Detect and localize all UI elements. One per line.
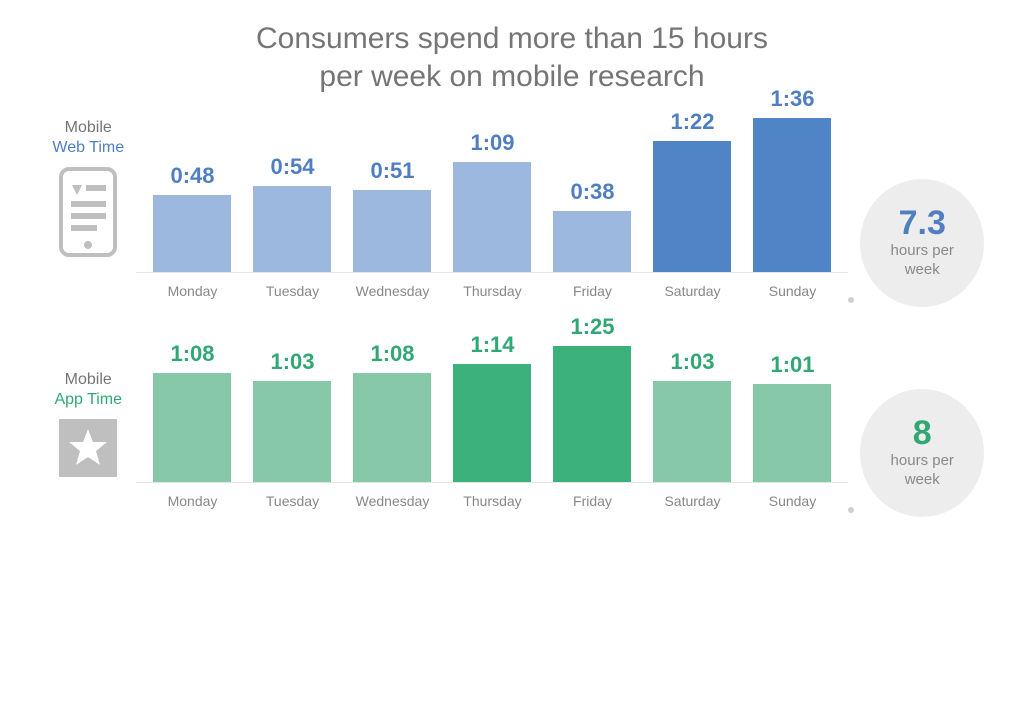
xaxis-tick: Monday [142,283,242,299]
chart-label-line2: App Time [54,391,122,409]
phone-icon [59,167,117,262]
xaxis-tick: Thursday [442,493,542,509]
bar-column: 1:14 [442,332,542,482]
bar-column: 0:51 [342,158,442,272]
xaxis-tick: Tuesday [242,493,342,509]
xaxis-tick: Sunday [742,283,842,299]
bar [753,384,831,482]
bar-column: 1:08 [342,341,442,482]
bar-value-label: 0:48 [170,163,214,189]
chart-label-app: Mobile App Time [40,323,136,482]
bar-column: 1:08 [142,341,242,482]
bar-value-label: 1:01 [770,352,814,378]
bar-value-label: 1:25 [570,314,614,340]
bar [153,195,231,272]
chart-label-line2: Web Time [52,139,124,157]
bar-value-label: 1:03 [670,349,714,375]
bars-app: 1:081:031:081:141:251:031:01 [136,323,848,483]
xaxis-tick: Saturday [642,493,742,509]
chart-label-line1: Mobile [65,371,112,389]
bar-column: 0:54 [242,154,342,272]
bar-column: 1:09 [442,130,542,272]
bar [353,373,431,482]
chart-row: Mobile Web Time 0:480:540:511:090:381:22… [40,113,984,299]
xaxis-tick: Tuesday [242,283,342,299]
summary-value: 8 [913,416,932,450]
bar-value-label: 1:36 [770,86,814,112]
bar-value-label: 0:51 [370,158,414,184]
bar-column: 1:25 [542,314,642,482]
chart-label-web: Mobile Web Time [40,113,136,262]
star-icon [59,419,117,482]
bars-container-app: 1:081:031:081:141:251:031:01 MondayTuesd… [136,323,848,509]
bar-value-label: 1:22 [670,109,714,135]
chart-app-time: Mobile App Time 1:081:031:081:141:251:03… [0,323,1024,509]
bar [253,186,331,272]
xaxis-tick: Sunday [742,493,842,509]
bar [753,118,831,272]
summary-caption: hours per week [891,452,954,490]
bar-value-label: 1:08 [370,341,414,367]
title-line-1: Consumers spend more than 15 hours [256,22,768,55]
bar [353,190,431,272]
bars-container-web: 0:480:540:511:090:381:221:36 MondayTuesd… [136,113,848,299]
bar-value-label: 0:38 [570,179,614,205]
xaxis-tick: Wednesday [342,283,442,299]
bar [653,141,731,272]
xaxis-tick: Monday [142,493,242,509]
bar [653,381,731,482]
bar-column: 0:38 [542,179,642,272]
title-line-2: per week on mobile research [319,60,704,93]
bar [553,211,631,272]
summary-circle-app: 8 hours per week [860,389,984,517]
bar-value-label: 1:09 [470,130,514,156]
xaxis-tick: Saturday [642,283,742,299]
bar-column: 1:22 [642,109,742,272]
chart-row: Mobile App Time 1:081:031:081:141:251:03… [40,323,984,509]
summary-value: 7.3 [899,206,946,240]
chart-label-line1: Mobile [65,119,112,137]
bar [453,162,531,272]
leader-dot [848,289,868,309]
xaxis-tick: Wednesday [342,493,442,509]
bar-column: 1:36 [742,86,842,272]
bar-value-label: 0:54 [270,154,314,180]
xaxis-tick: Friday [542,283,642,299]
bar-value-label: 1:08 [170,341,214,367]
bar [253,381,331,482]
bar [453,364,531,482]
bar-column: 1:03 [642,349,742,482]
bar-column: 0:48 [142,163,242,272]
bar-value-label: 1:14 [470,332,514,358]
summary-caption: hours per week [891,242,954,280]
leader-dot [848,499,868,519]
bars-web: 0:480:540:511:090:381:221:36 [136,113,848,273]
bar [553,346,631,482]
xaxis-tick: Thursday [442,283,542,299]
chart-web-time: Mobile Web Time 0:480:540:511:090:381:22… [0,113,1024,299]
summary-circle-web: 7.3 hours per week [860,179,984,307]
xaxis-web: MondayTuesdayWednesdayThursdayFridaySatu… [136,273,848,299]
xaxis-tick: Friday [542,493,642,509]
bar-value-label: 1:03 [270,349,314,375]
page-title: Consumers spend more than 15 hours per w… [0,0,1024,113]
bar [153,373,231,482]
bar-column: 1:01 [742,352,842,482]
bar-column: 1:03 [242,349,342,482]
xaxis-app: MondayTuesdayWednesdayThursdayFridaySatu… [136,483,848,509]
